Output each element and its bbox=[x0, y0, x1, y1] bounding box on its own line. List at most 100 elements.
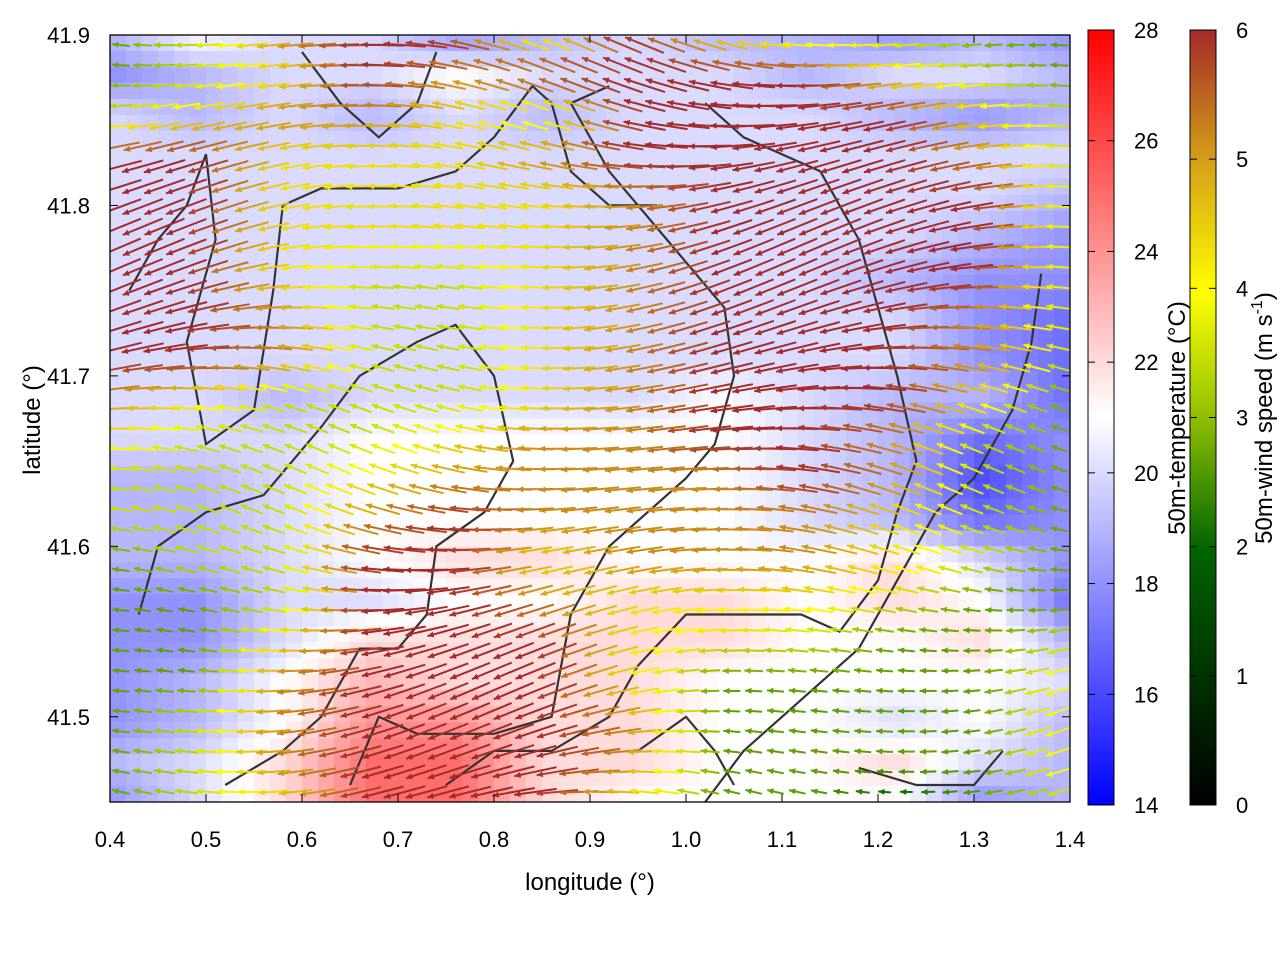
x-tick-label: 1.3 bbox=[959, 827, 990, 852]
heatmap-cell bbox=[942, 706, 959, 723]
heatmap-cell bbox=[110, 482, 127, 499]
heatmap-cell bbox=[1022, 194, 1039, 212]
heatmap-cell bbox=[958, 674, 975, 691]
heatmap-cell bbox=[798, 35, 815, 52]
heatmap-cell bbox=[446, 146, 463, 164]
heatmap-cell bbox=[558, 386, 575, 404]
heatmap-cell bbox=[606, 210, 623, 228]
heatmap-cell bbox=[910, 610, 927, 627]
heatmap-cell bbox=[766, 530, 783, 547]
heatmap-cell bbox=[382, 578, 399, 595]
heatmap-cell bbox=[574, 146, 591, 164]
x-tick-label: 0.9 bbox=[575, 827, 606, 852]
heatmap-cell bbox=[670, 370, 687, 388]
heatmap-cell bbox=[270, 674, 287, 691]
heatmap-cell bbox=[238, 290, 255, 308]
heatmap-cell bbox=[446, 306, 463, 324]
heatmap-cell bbox=[702, 594, 719, 611]
heatmap-cell bbox=[446, 290, 463, 308]
heatmap-cell bbox=[158, 386, 175, 404]
heatmap-cell bbox=[766, 610, 783, 627]
heatmap-cell bbox=[862, 50, 879, 68]
heatmap-cell bbox=[718, 66, 735, 84]
heatmap-cell bbox=[542, 450, 559, 468]
heatmap-cell bbox=[462, 386, 479, 404]
heatmap-cell bbox=[894, 290, 911, 308]
heatmap-cell bbox=[350, 98, 367, 116]
heatmap-cell bbox=[542, 226, 559, 244]
heatmap-cell bbox=[814, 35, 831, 52]
heatmap-cell bbox=[894, 706, 911, 723]
heatmap-cell bbox=[782, 370, 799, 388]
heatmap-cell bbox=[862, 722, 879, 739]
heatmap-cell bbox=[430, 66, 447, 84]
heatmap-cell bbox=[830, 418, 847, 436]
heatmap-cell bbox=[350, 130, 367, 148]
heatmap-cell bbox=[846, 322, 863, 340]
heatmap-cell bbox=[110, 386, 127, 404]
heatmap-cell bbox=[238, 674, 255, 691]
heatmap-cell bbox=[686, 690, 703, 707]
heatmap-cell bbox=[1006, 210, 1023, 228]
heatmap-cell bbox=[702, 754, 719, 771]
heatmap-cell bbox=[750, 754, 767, 771]
heatmap-cell bbox=[1038, 50, 1055, 68]
heatmap-cell bbox=[686, 786, 703, 802]
heatmap-cell bbox=[1022, 50, 1039, 68]
heatmap-cell bbox=[142, 418, 159, 436]
heatmap-cell bbox=[718, 690, 735, 707]
heatmap-cell bbox=[542, 162, 559, 180]
heatmap-cell bbox=[158, 610, 175, 627]
heatmap-cell bbox=[830, 786, 847, 802]
colorbar-tick-label: 6 bbox=[1236, 18, 1248, 43]
heatmap-cell bbox=[414, 194, 431, 212]
heatmap-cell bbox=[414, 210, 431, 228]
heatmap-cell bbox=[894, 66, 911, 84]
heatmap-cell bbox=[734, 690, 751, 707]
heatmap-cell bbox=[782, 98, 799, 116]
heatmap-cell bbox=[606, 290, 623, 308]
heatmap-cell bbox=[894, 754, 911, 771]
heatmap-cell bbox=[366, 274, 383, 292]
heatmap-cell bbox=[574, 210, 591, 228]
heatmap-cell bbox=[1022, 210, 1039, 228]
heatmap-cell bbox=[606, 226, 623, 244]
heatmap-cell bbox=[702, 578, 719, 595]
heatmap-cell bbox=[750, 690, 767, 707]
heatmap-cell bbox=[942, 610, 959, 627]
heatmap-cell bbox=[926, 35, 943, 52]
heatmap-cell bbox=[286, 66, 303, 84]
heatmap-cell bbox=[878, 370, 895, 388]
heatmap-cell bbox=[302, 290, 319, 308]
heatmap-cell bbox=[782, 50, 799, 68]
heatmap-cell bbox=[574, 242, 591, 260]
heatmap-cell bbox=[926, 690, 943, 707]
heatmap-cell bbox=[734, 210, 751, 228]
heatmap-cell bbox=[990, 290, 1007, 308]
heatmap-cell bbox=[878, 610, 895, 627]
heatmap-cell bbox=[782, 386, 799, 404]
heatmap-cell bbox=[366, 146, 383, 164]
heatmap-cell bbox=[1022, 482, 1039, 499]
heatmap-cell bbox=[718, 610, 735, 627]
heatmap-cell bbox=[974, 210, 991, 228]
heatmap-cell bbox=[974, 290, 991, 308]
heatmap-cell bbox=[206, 754, 223, 771]
heatmap-cell bbox=[590, 402, 607, 420]
heatmap-cell bbox=[222, 658, 239, 675]
heatmap-cell bbox=[334, 50, 351, 68]
heatmap-cell bbox=[158, 114, 175, 132]
heatmap-cell bbox=[382, 210, 399, 228]
heatmap-cell bbox=[142, 674, 159, 691]
heatmap-cell bbox=[622, 210, 639, 228]
heatmap-cell bbox=[366, 306, 383, 324]
heatmap-cell bbox=[622, 290, 639, 308]
heatmap-cell bbox=[238, 146, 255, 164]
heatmap-cell bbox=[334, 626, 351, 643]
heatmap-cell bbox=[702, 450, 719, 468]
heatmap-cell bbox=[158, 402, 175, 420]
heatmap-cell bbox=[670, 146, 687, 164]
heatmap-cell bbox=[1038, 434, 1055, 452]
heatmap-cell bbox=[158, 82, 175, 100]
heatmap-cell bbox=[766, 450, 783, 468]
